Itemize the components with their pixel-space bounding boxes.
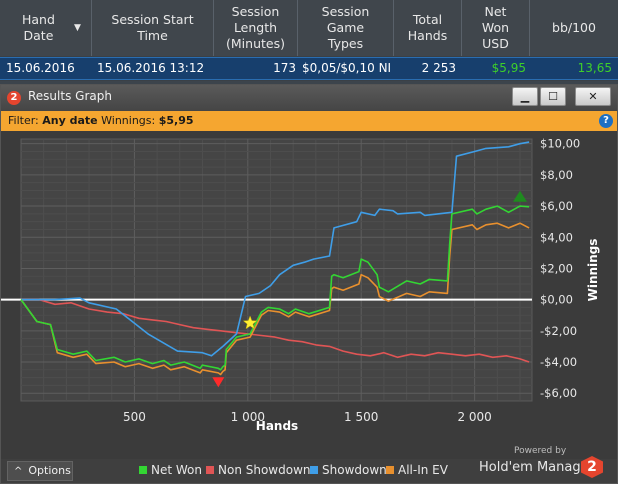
legend-showdown[interactable]: Showdown: [310, 463, 387, 477]
cell-net-won: $5,95: [491, 61, 526, 75]
filter-prefix: Filter:: [8, 114, 43, 127]
filter-date: Any date: [42, 114, 98, 127]
star-marker: [242, 315, 258, 330]
x-axis-label: Hands: [256, 419, 298, 433]
cell-game-types: $0,05/$0,10 NI: [302, 61, 392, 75]
options-label: Options: [28, 464, 71, 477]
brand-name: Hold'em Manager: [479, 460, 594, 475]
sort-desc-icon: ▼: [74, 23, 81, 33]
graph-footer: ^ Options Net Won Non Showdown Showdown A…: [1, 446, 617, 483]
column-header-session-start[interactable]: Session Start Time: [92, 0, 214, 56]
close-button[interactable]: ✕: [575, 87, 611, 106]
low-point-marker: [212, 377, 225, 388]
column-header-net-won[interactable]: Net Won USD: [462, 0, 530, 56]
x-tick-label: 1 000: [231, 410, 265, 424]
high-point-marker: [512, 190, 527, 202]
x-tick-label: 500: [123, 410, 146, 424]
results-chart: 500 1 000 1 500 2 000 -$6,00 -$4,00 -$2,00 $0,0…: [1, 131, 617, 459]
legend-swatch: [386, 466, 394, 474]
y-tick-label: -$2,00: [540, 324, 577, 338]
table-row[interactable]: 15.06.2016 15.06.2016 13:12 173 $0,05/$0…: [0, 57, 618, 80]
results-graph-window: 2 Results Graph ▁ ☐ ✕ Filter: Any date W…: [0, 84, 618, 484]
column-header-total-hands[interactable]: Total Hands: [394, 0, 462, 56]
cell-start-time: 15.06.2016 13:12: [97, 61, 205, 75]
y-tick-label: $4,00: [540, 230, 573, 244]
legend-swatch: [206, 466, 214, 474]
chevron-up-icon: ^: [14, 466, 23, 477]
help-icon[interactable]: ?: [599, 114, 613, 128]
powered-by-label: Powered by: [514, 446, 567, 456]
legend-swatch: [310, 466, 318, 474]
legend-swatch: [139, 466, 147, 474]
series-line-showdown: [21, 141, 530, 357]
maximize-button[interactable]: ☐: [540, 87, 566, 106]
y-tick-label: $8,00: [540, 168, 573, 182]
y-axis-label: Winnings: [586, 239, 600, 302]
filter-winnings-value: $5,95: [158, 114, 194, 127]
filter-bar[interactable]: Filter: Any date Winnings: $5,95 ?: [1, 111, 617, 131]
legend-all-in-ev[interactable]: All-In EV: [386, 463, 448, 477]
y-tick-label: -$4,00: [540, 355, 577, 369]
options-button[interactable]: ^ Options: [7, 461, 73, 481]
axis-ticks: 500 1 000 1 500 2 000 -$6,00 -$4,00 -$2,00 $0,0…: [123, 137, 580, 424]
column-header-hand-date[interactable]: Hand Date ▼: [0, 0, 92, 56]
column-header-session-length[interactable]: Session Length (Minutes): [214, 0, 298, 56]
legend-net-won[interactable]: Net Won: [139, 463, 202, 477]
y-tick-label: -$6,00: [540, 386, 577, 400]
app-badge-icon: 2: [7, 91, 21, 105]
x-tick-label: 2 000: [457, 410, 491, 424]
brand-logo-icon: 2: [581, 456, 603, 478]
window-title: Results Graph: [28, 89, 112, 103]
window-titlebar[interactable]: 2 Results Graph ▁ ☐ ✕: [1, 85, 617, 111]
sessions-table: Hand Date ▼ Session Start Time Session L…: [0, 0, 618, 87]
minimize-button[interactable]: ▁: [512, 87, 538, 106]
y-tick-label: $0,00: [540, 293, 573, 307]
series-line-net-won: [20, 205, 530, 371]
y-tick-label: $6,00: [540, 199, 573, 213]
cell-bb100: 13,65: [577, 61, 612, 75]
cell-hand-date: 15.06.2016: [6, 61, 75, 75]
filter-winnings-label: Winnings:: [97, 114, 159, 127]
x-tick-label: 1 500: [344, 410, 378, 424]
y-tick-label: $2,00: [540, 261, 573, 275]
cell-length: 173: [273, 61, 296, 75]
column-header-game-types[interactable]: Session Game Types: [298, 0, 394, 56]
series-lines: [20, 141, 530, 376]
chart-markers: [212, 190, 527, 388]
cell-total-hands: 2 253: [421, 61, 456, 75]
legend-non-showdown[interactable]: Non Showdown: [206, 463, 311, 477]
y-tick-label: $10,00: [540, 137, 580, 151]
column-header-bb100[interactable]: bb/100: [530, 0, 618, 56]
